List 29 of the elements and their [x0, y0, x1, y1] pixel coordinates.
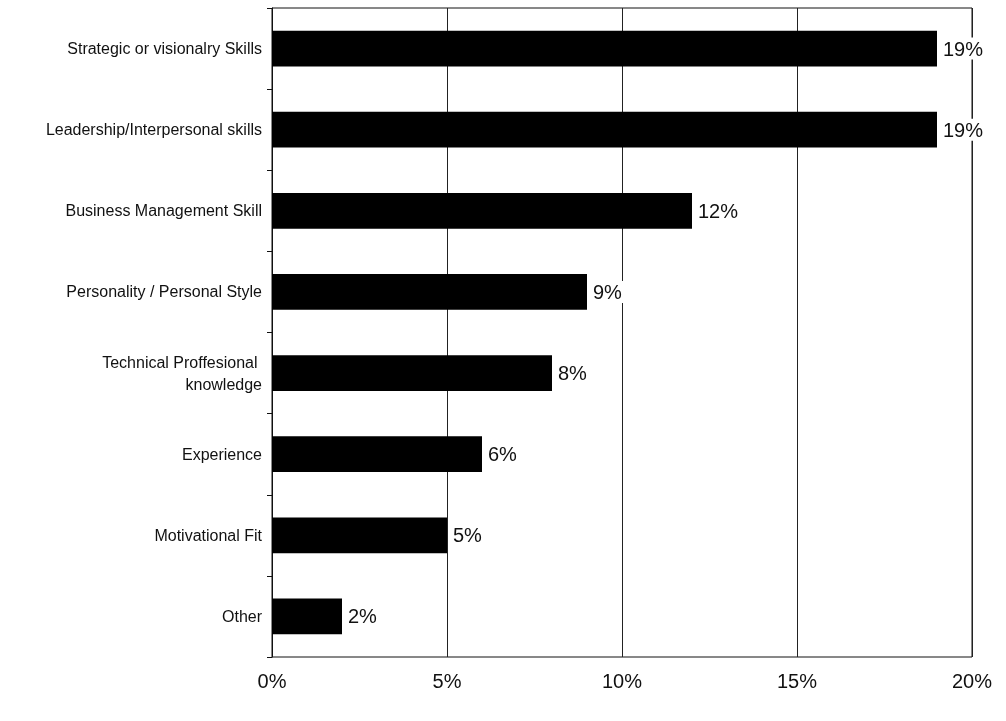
y-tick-label: Strategic or visionalry Skills	[67, 40, 262, 58]
y-tick-label: Experience	[181, 445, 263, 463]
bar	[272, 517, 447, 554]
y-tick-label: Motivational Fit	[154, 526, 263, 544]
bar	[272, 355, 552, 391]
bar	[272, 30, 937, 67]
x-tick-label: 0%	[257, 670, 287, 692]
y-tick-label: Leadership/Interpersonal skills	[45, 121, 262, 139]
data-label: 5%	[453, 524, 483, 547]
bar	[272, 111, 937, 148]
y-tick-label: Business Management Skill	[65, 202, 262, 220]
y-tick-label: Other	[221, 607, 263, 625]
x-tick-label: 10%	[601, 670, 643, 692]
data-label: 6%	[488, 443, 518, 466]
x-tick-label: 15%	[776, 670, 818, 692]
x-tick-label: 20%	[951, 670, 993, 692]
data-label: 2%	[348, 605, 378, 628]
data-label: 19%	[943, 37, 984, 60]
data-label: 8%	[558, 362, 588, 385]
bar	[272, 274, 587, 310]
bar	[272, 436, 482, 473]
bar	[272, 598, 342, 635]
y-tick-label: Personality / Personal Style	[66, 283, 263, 301]
x-tick-label: 5%	[432, 670, 462, 692]
data-label: 9%	[593, 280, 623, 303]
y-tick-label: Technical Proffesional knowledge	[102, 353, 263, 393]
data-label: 12%	[698, 199, 739, 222]
data-label: 19%	[943, 118, 984, 141]
bar	[272, 192, 692, 229]
